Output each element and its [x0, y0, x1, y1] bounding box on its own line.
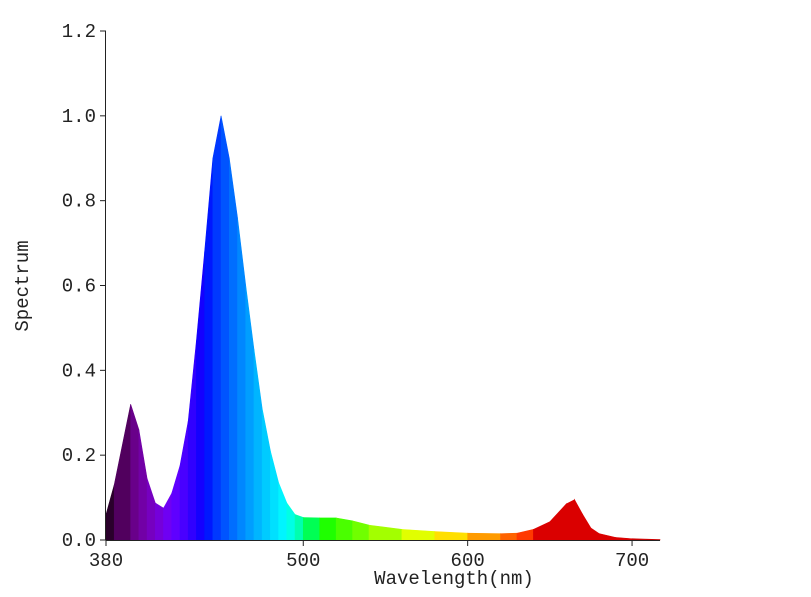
area-segment: [179, 421, 189, 541]
area-segment: [533, 521, 551, 541]
area-segment: [155, 502, 164, 541]
area-segment: [261, 408, 271, 541]
y-tick-label: 0.0: [62, 530, 96, 552]
area-segment: [187, 340, 197, 541]
x-tick-label: 700: [615, 550, 649, 572]
area-segment: [549, 503, 567, 541]
area-segment: [113, 404, 131, 541]
y-tick-label: 0.8: [62, 191, 96, 213]
area-segment: [237, 217, 247, 541]
area-segment: [319, 517, 337, 541]
area-segment: [270, 450, 279, 541]
area-segment: [598, 533, 616, 541]
area-segment: [335, 517, 353, 541]
area-segment: [401, 529, 436, 541]
area-segment: [163, 492, 173, 541]
y-tick-label: 0.6: [62, 276, 96, 298]
area-segment: [220, 115, 230, 541]
area-segment: [286, 502, 296, 541]
y-tick-label: 1.2: [62, 21, 96, 43]
area-segment: [590, 527, 600, 541]
area-segment: [615, 537, 633, 541]
area-segment: [352, 520, 370, 541]
y-axis-label: Spectrum: [12, 240, 34, 331]
area-segment: [294, 514, 304, 541]
area-segment: [582, 513, 592, 541]
y-tick-label: 0.2: [62, 445, 96, 467]
area-segment: [574, 498, 584, 541]
area-segment: [368, 524, 403, 541]
area-segment: [434, 531, 468, 541]
x-tick-label: 600: [451, 550, 485, 572]
area-segment: [105, 484, 115, 541]
area-segment: [278, 482, 288, 541]
y-tick-label: 1.0: [62, 106, 96, 128]
area-segment: [253, 349, 263, 541]
area-segment: [631, 538, 661, 541]
area-segment: [138, 429, 148, 541]
area-segment: [516, 529, 534, 541]
area-segment: [212, 115, 222, 541]
area-segment: [196, 251, 205, 541]
area-segment: [171, 465, 181, 541]
area-segment: [565, 499, 575, 541]
area-segment: [500, 532, 518, 541]
area-segment: [467, 532, 501, 541]
area-segment: [130, 404, 140, 541]
area-segment: [146, 478, 156, 541]
area-segment: [204, 158, 214, 541]
x-tick-label: 500: [286, 550, 320, 572]
x-tick-label: 380: [89, 550, 123, 572]
x-axis-label: Wavelength(nm): [374, 568, 534, 590]
y-tick-label: 0.4: [62, 360, 96, 382]
area-segment: [302, 517, 321, 541]
area-segment: [245, 285, 255, 541]
area-segment: [228, 158, 238, 541]
